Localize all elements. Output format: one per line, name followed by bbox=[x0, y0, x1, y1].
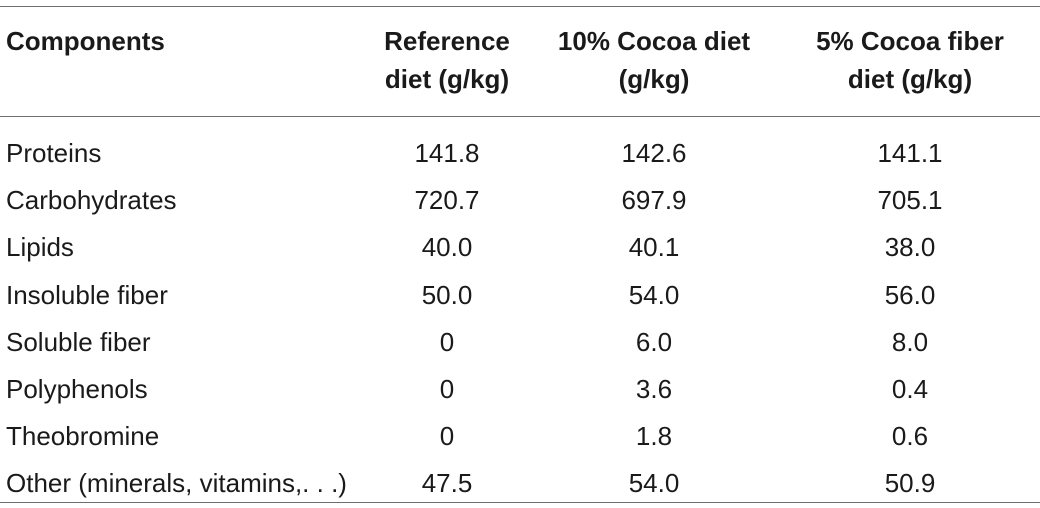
header-cocoa-diet-line-2: (g/kg) bbox=[618, 64, 690, 94]
header-cocoa-fiber-diet: 5% Cocoa fiber diet (g/kg) bbox=[790, 22, 1030, 98]
reference-value: 47.5 bbox=[421, 468, 473, 499]
table-row: Polyphenols 0 3.6 0.4 bbox=[0, 366, 1040, 413]
table-row: Theobromine 0 1.8 0.6 bbox=[0, 413, 1040, 460]
header-cocoa-fiber-diet-line-2: diet (g/kg) bbox=[847, 64, 973, 94]
cocoa-value: 54.0 bbox=[628, 279, 680, 310]
row-label: Other (minerals, vitamins,. . .) bbox=[6, 468, 347, 499]
table-row: Insoluble fiber 50.0 54.0 56.0 bbox=[0, 272, 1040, 319]
table-row: Proteins 141.8 142.6 141.1 bbox=[0, 130, 1040, 177]
cocoa-fiber-value: 141.1 bbox=[877, 138, 943, 168]
table-body: Proteins 141.8 142.6 141.1 Carbohydrates… bbox=[0, 130, 1040, 508]
cocoa-value: 3.6 bbox=[635, 373, 673, 404]
reference-value: 0 bbox=[439, 421, 455, 452]
reference-value: 0 bbox=[439, 373, 455, 404]
cocoa-fiber-value: 0.6 bbox=[891, 421, 929, 452]
cocoa-fiber-value: 705.1 bbox=[877, 185, 943, 216]
cocoa-value: 6.0 bbox=[635, 326, 673, 357]
header-cocoa-fiber-diet-line-1: 5% Cocoa fiber bbox=[816, 26, 1004, 56]
table-header-row: Components Reference diet (g/kg) 10% Coc… bbox=[0, 22, 1040, 102]
table-top-rule bbox=[0, 6, 1040, 7]
header-reference-diet-line-1: Reference bbox=[384, 26, 510, 56]
cocoa-fiber-value: 56.0 bbox=[884, 279, 936, 310]
row-label: Theobromine bbox=[6, 421, 160, 452]
cocoa-value: 697.9 bbox=[621, 185, 687, 216]
row-label: Insoluble fiber bbox=[6, 279, 168, 310]
reference-value: 720.7 bbox=[414, 185, 480, 216]
header-reference-diet-line-2: diet (g/kg) bbox=[384, 64, 510, 94]
table-row: Carbohydrates 720.7 697.9 705.1 bbox=[0, 177, 1040, 224]
header-cocoa-diet: 10% Cocoa diet (g/kg) bbox=[533, 22, 775, 98]
table-row: Lipids 40.0 40.1 38.0 bbox=[0, 224, 1040, 271]
header-cocoa-diet-line-1: 10% Cocoa diet bbox=[557, 26, 751, 56]
header-components-line-1: Components bbox=[6, 26, 165, 56]
reference-value: 40.0 bbox=[421, 232, 473, 263]
row-label: Soluble fiber bbox=[6, 326, 151, 357]
table-row: Soluble fiber 0 6.0 8.0 bbox=[0, 319, 1040, 366]
row-label: Carbohydrates bbox=[6, 185, 177, 216]
cocoa-fiber-value: 38.0 bbox=[884, 232, 936, 263]
cocoa-fiber-value: 0.4 bbox=[891, 373, 929, 404]
row-label: Polyphenols bbox=[6, 373, 148, 404]
table-row: Other (minerals, vitamins,. . .) 47.5 54… bbox=[0, 460, 1040, 507]
cocoa-fiber-value: 50.9 bbox=[884, 468, 936, 499]
row-label: Proteins bbox=[6, 138, 102, 168]
reference-value: 141.8 bbox=[414, 138, 480, 168]
cocoa-value: 54.0 bbox=[628, 468, 680, 499]
header-components: Components bbox=[6, 22, 165, 60]
table-header-rule bbox=[0, 116, 1040, 117]
table-bottom-rule bbox=[0, 502, 1040, 503]
row-label: Lipids bbox=[6, 232, 74, 263]
header-reference-diet: Reference diet (g/kg) bbox=[362, 22, 532, 98]
cocoa-value: 40.1 bbox=[628, 232, 680, 263]
reference-value: 50.0 bbox=[421, 279, 473, 310]
reference-value: 0 bbox=[439, 326, 455, 357]
cocoa-value: 1.8 bbox=[635, 421, 673, 452]
cocoa-value: 142.6 bbox=[621, 138, 687, 168]
cocoa-fiber-value: 8.0 bbox=[891, 326, 929, 357]
